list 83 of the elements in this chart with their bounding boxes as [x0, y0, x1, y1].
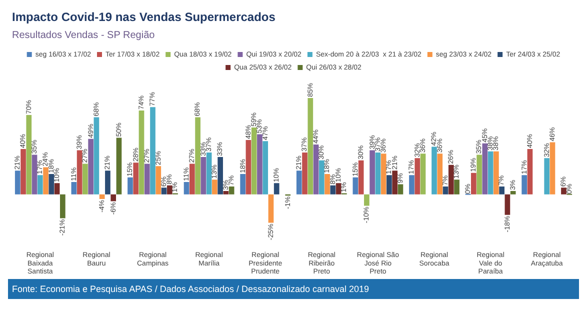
bar [392, 170, 398, 194]
bar [110, 194, 116, 202]
bar [352, 177, 358, 194]
bar [454, 180, 460, 194]
bar [522, 175, 528, 194]
bar [364, 194, 370, 206]
bar [54, 183, 60, 194]
bar [200, 156, 206, 194]
bar [251, 128, 257, 194]
bar [138, 110, 144, 194]
bar [161, 188, 167, 194]
bar [60, 194, 66, 218]
bar [561, 188, 566, 194]
bar [544, 158, 550, 194]
bar [476, 154, 482, 194]
bar [358, 160, 364, 194]
bar [448, 164, 454, 194]
bar [432, 146, 437, 194]
bar [20, 149, 26, 194]
bar [218, 156, 223, 194]
bar [494, 151, 499, 194]
bar [510, 191, 516, 194]
bar [88, 138, 94, 194]
bar [82, 164, 88, 194]
bar [398, 184, 404, 194]
bar [144, 164, 150, 194]
bar [375, 152, 381, 194]
bar [527, 149, 533, 194]
bar [296, 170, 302, 194]
bar [133, 162, 139, 194]
bar [116, 138, 122, 194]
bar [76, 150, 82, 194]
bar [313, 144, 319, 194]
bar [336, 183, 342, 194]
bar [482, 143, 488, 194]
bar [370, 150, 375, 194]
bar [442, 186, 448, 194]
bar [48, 174, 54, 194]
bar [414, 158, 420, 194]
bar [150, 107, 156, 194]
bar [246, 140, 252, 194]
bar [228, 186, 234, 194]
bar [156, 166, 162, 194]
bar [206, 152, 212, 194]
bar [71, 182, 77, 194]
bar [223, 191, 229, 194]
bar [437, 154, 443, 194]
bar [32, 154, 38, 194]
bar [488, 151, 494, 194]
bar [504, 194, 510, 215]
chart-title: Impacto Covid-19 nas Vendas Supermercados [11, 9, 276, 26]
bar [324, 174, 330, 194]
bar [128, 177, 133, 194]
bar [212, 180, 218, 194]
bar [43, 167, 48, 194]
bar [195, 117, 200, 194]
bar [499, 186, 504, 194]
bar [330, 185, 336, 194]
bar [105, 170, 110, 194]
source-note: Fonte: Economia e Pesquisa APAS / Dados Associados / Dessazonalizado carnaval 2019 [8, 279, 579, 299]
bar [470, 172, 476, 194]
bar [302, 152, 308, 194]
bar [257, 134, 262, 194]
bar [308, 98, 314, 194]
bar [26, 115, 32, 194]
bar [268, 194, 274, 223]
bar [14, 170, 20, 194]
bar [274, 183, 280, 194]
bar [318, 160, 324, 194]
bar [550, 142, 556, 194]
bar [262, 141, 268, 194]
bar [37, 175, 43, 194]
bar [240, 174, 246, 194]
chart-subtitle: Resultados Vendas - SP Região [11, 29, 156, 41]
bar [380, 154, 386, 194]
bar [94, 117, 100, 194]
bar [386, 175, 392, 194]
bar [420, 154, 426, 194]
bar [166, 185, 172, 194]
bar [189, 164, 195, 194]
bar [409, 175, 414, 194]
bar [184, 182, 190, 194]
bar [99, 194, 105, 199]
